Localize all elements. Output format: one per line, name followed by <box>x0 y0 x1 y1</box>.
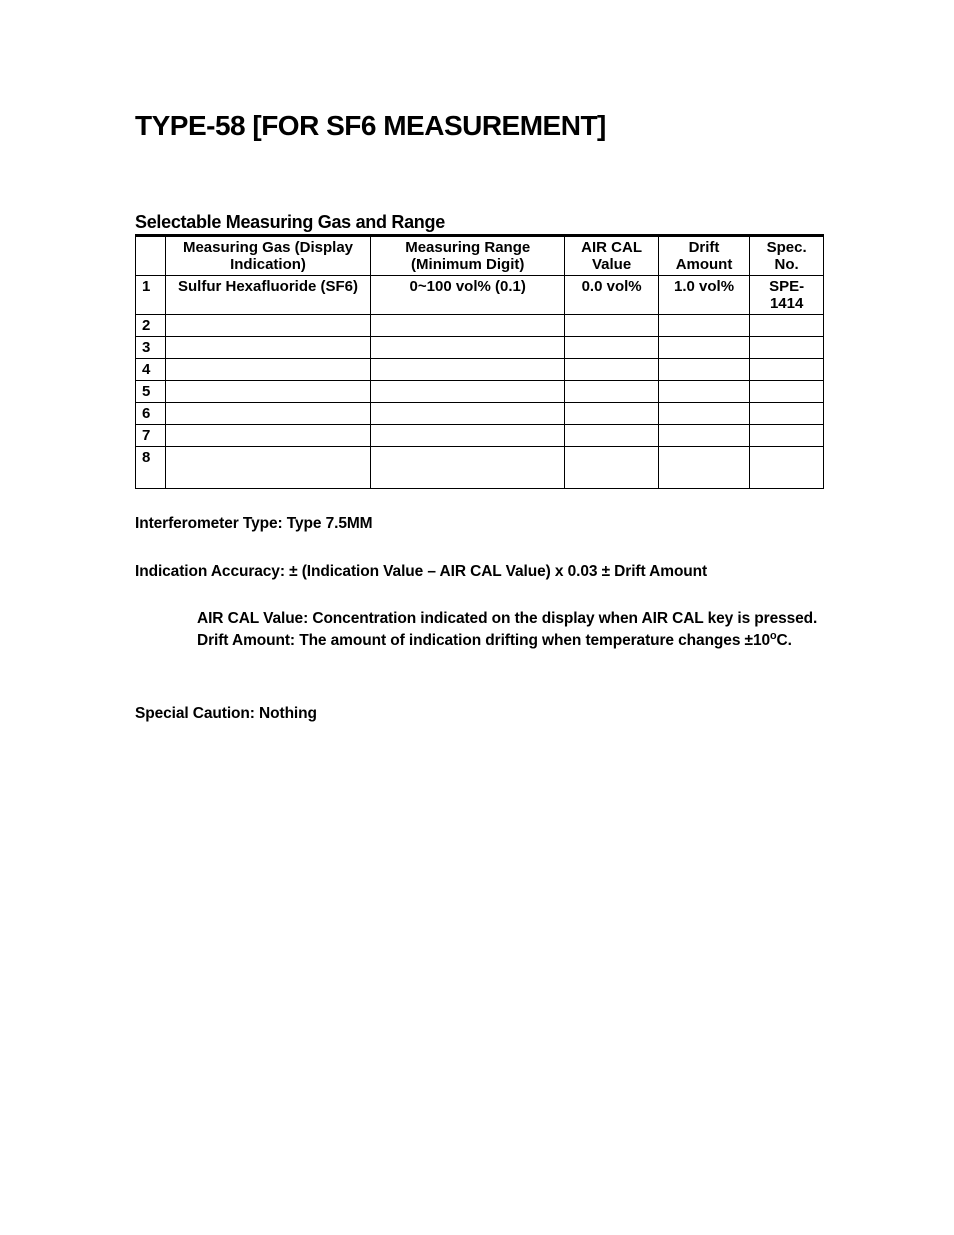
cell-drift <box>658 315 750 337</box>
cell-gas <box>166 403 371 425</box>
cell-aircal <box>565 337 658 359</box>
cell-row-num: 7 <box>136 425 166 447</box>
aircal-definition: AIR CAL Value: Concentration indicated o… <box>197 608 824 630</box>
cell-spec <box>750 425 824 447</box>
header-measuring-range: Measuring Range (Minimum Digit) <box>371 237 565 276</box>
cell-drift <box>658 447 750 489</box>
cell-spec <box>750 359 824 381</box>
definitions-block: AIR CAL Value: Concentration indicated o… <box>197 608 824 653</box>
cell-spec <box>750 447 824 489</box>
cell-gas <box>166 381 371 403</box>
cell-aircal <box>565 315 658 337</box>
cell-aircal: 0.0 vol% <box>565 276 658 315</box>
cell-range <box>371 447 565 489</box>
cell-spec <box>750 381 824 403</box>
cell-gas <box>166 337 371 359</box>
cell-gas <box>166 359 371 381</box>
cell-gas <box>166 425 371 447</box>
cell-row-num: 1 <box>136 276 166 315</box>
special-caution: Special Caution: Nothing <box>135 705 824 723</box>
cell-row-num: 2 <box>136 315 166 337</box>
header-air-cal: AIR CAL Value <box>565 237 658 276</box>
cell-aircal <box>565 447 658 489</box>
cell-gas: Sulfur Hexafluoride (SF6) <box>166 276 371 315</box>
cell-gas <box>166 315 371 337</box>
cell-drift <box>658 359 750 381</box>
header-drift: Drift Amount <box>658 237 750 276</box>
cell-gas <box>166 447 371 489</box>
cell-range <box>371 337 565 359</box>
table-row: 4 <box>136 359 824 381</box>
cell-aircal <box>565 359 658 381</box>
drift-definition: Drift Amount: The amount of indication d… <box>197 630 824 652</box>
header-row-num <box>136 237 166 276</box>
interferometer-type: Interferometer Type: Type 7.5MM <box>135 513 824 535</box>
table-row: 1 Sulfur Hexafluoride (SF6) 0~100 vol% (… <box>136 276 824 315</box>
cell-aircal <box>565 403 658 425</box>
table-row: 6 <box>136 403 824 425</box>
cell-drift: 1.0 vol% <box>658 276 750 315</box>
header-spec-no: Spec. No. <box>750 237 824 276</box>
cell-aircal <box>565 425 658 447</box>
cell-drift <box>658 403 750 425</box>
table-row: 5 <box>136 381 824 403</box>
cell-range <box>371 425 565 447</box>
cell-aircal <box>565 381 658 403</box>
cell-spec <box>750 315 824 337</box>
cell-range: 0~100 vol% (0.1) <box>371 276 565 315</box>
cell-drift <box>658 337 750 359</box>
table-row: 2 <box>136 315 824 337</box>
cell-row-num: 6 <box>136 403 166 425</box>
cell-range <box>371 403 565 425</box>
cell-spec <box>750 403 824 425</box>
cell-row-num: 5 <box>136 381 166 403</box>
page-title: TYPE-58 [FOR SF6 MEASUREMENT] <box>135 110 824 142</box>
table-row: 8 <box>136 447 824 489</box>
header-measuring-gas: Measuring Gas (Display Indication) <box>166 237 371 276</box>
cell-drift <box>658 381 750 403</box>
cell-row-num: 4 <box>136 359 166 381</box>
cell-spec: SPE- 1414 <box>750 276 824 315</box>
cell-spec <box>750 337 824 359</box>
table-row: 7 <box>136 425 824 447</box>
indication-accuracy: Indication Accuracy: ± (Indication Value… <box>135 561 824 583</box>
cell-range <box>371 381 565 403</box>
cell-row-num: 3 <box>136 337 166 359</box>
cell-range <box>371 359 565 381</box>
table-header: Measuring Gas (Display Indication) Measu… <box>136 237 824 276</box>
gas-range-table: Measuring Gas (Display Indication) Measu… <box>135 236 824 489</box>
cell-drift <box>658 425 750 447</box>
cell-row-num: 8 <box>136 447 166 489</box>
table-row: 3 <box>136 337 824 359</box>
section-heading: Selectable Measuring Gas and Range <box>135 212 824 236</box>
table-body: 1 Sulfur Hexafluoride (SF6) 0~100 vol% (… <box>136 276 824 489</box>
cell-range <box>371 315 565 337</box>
